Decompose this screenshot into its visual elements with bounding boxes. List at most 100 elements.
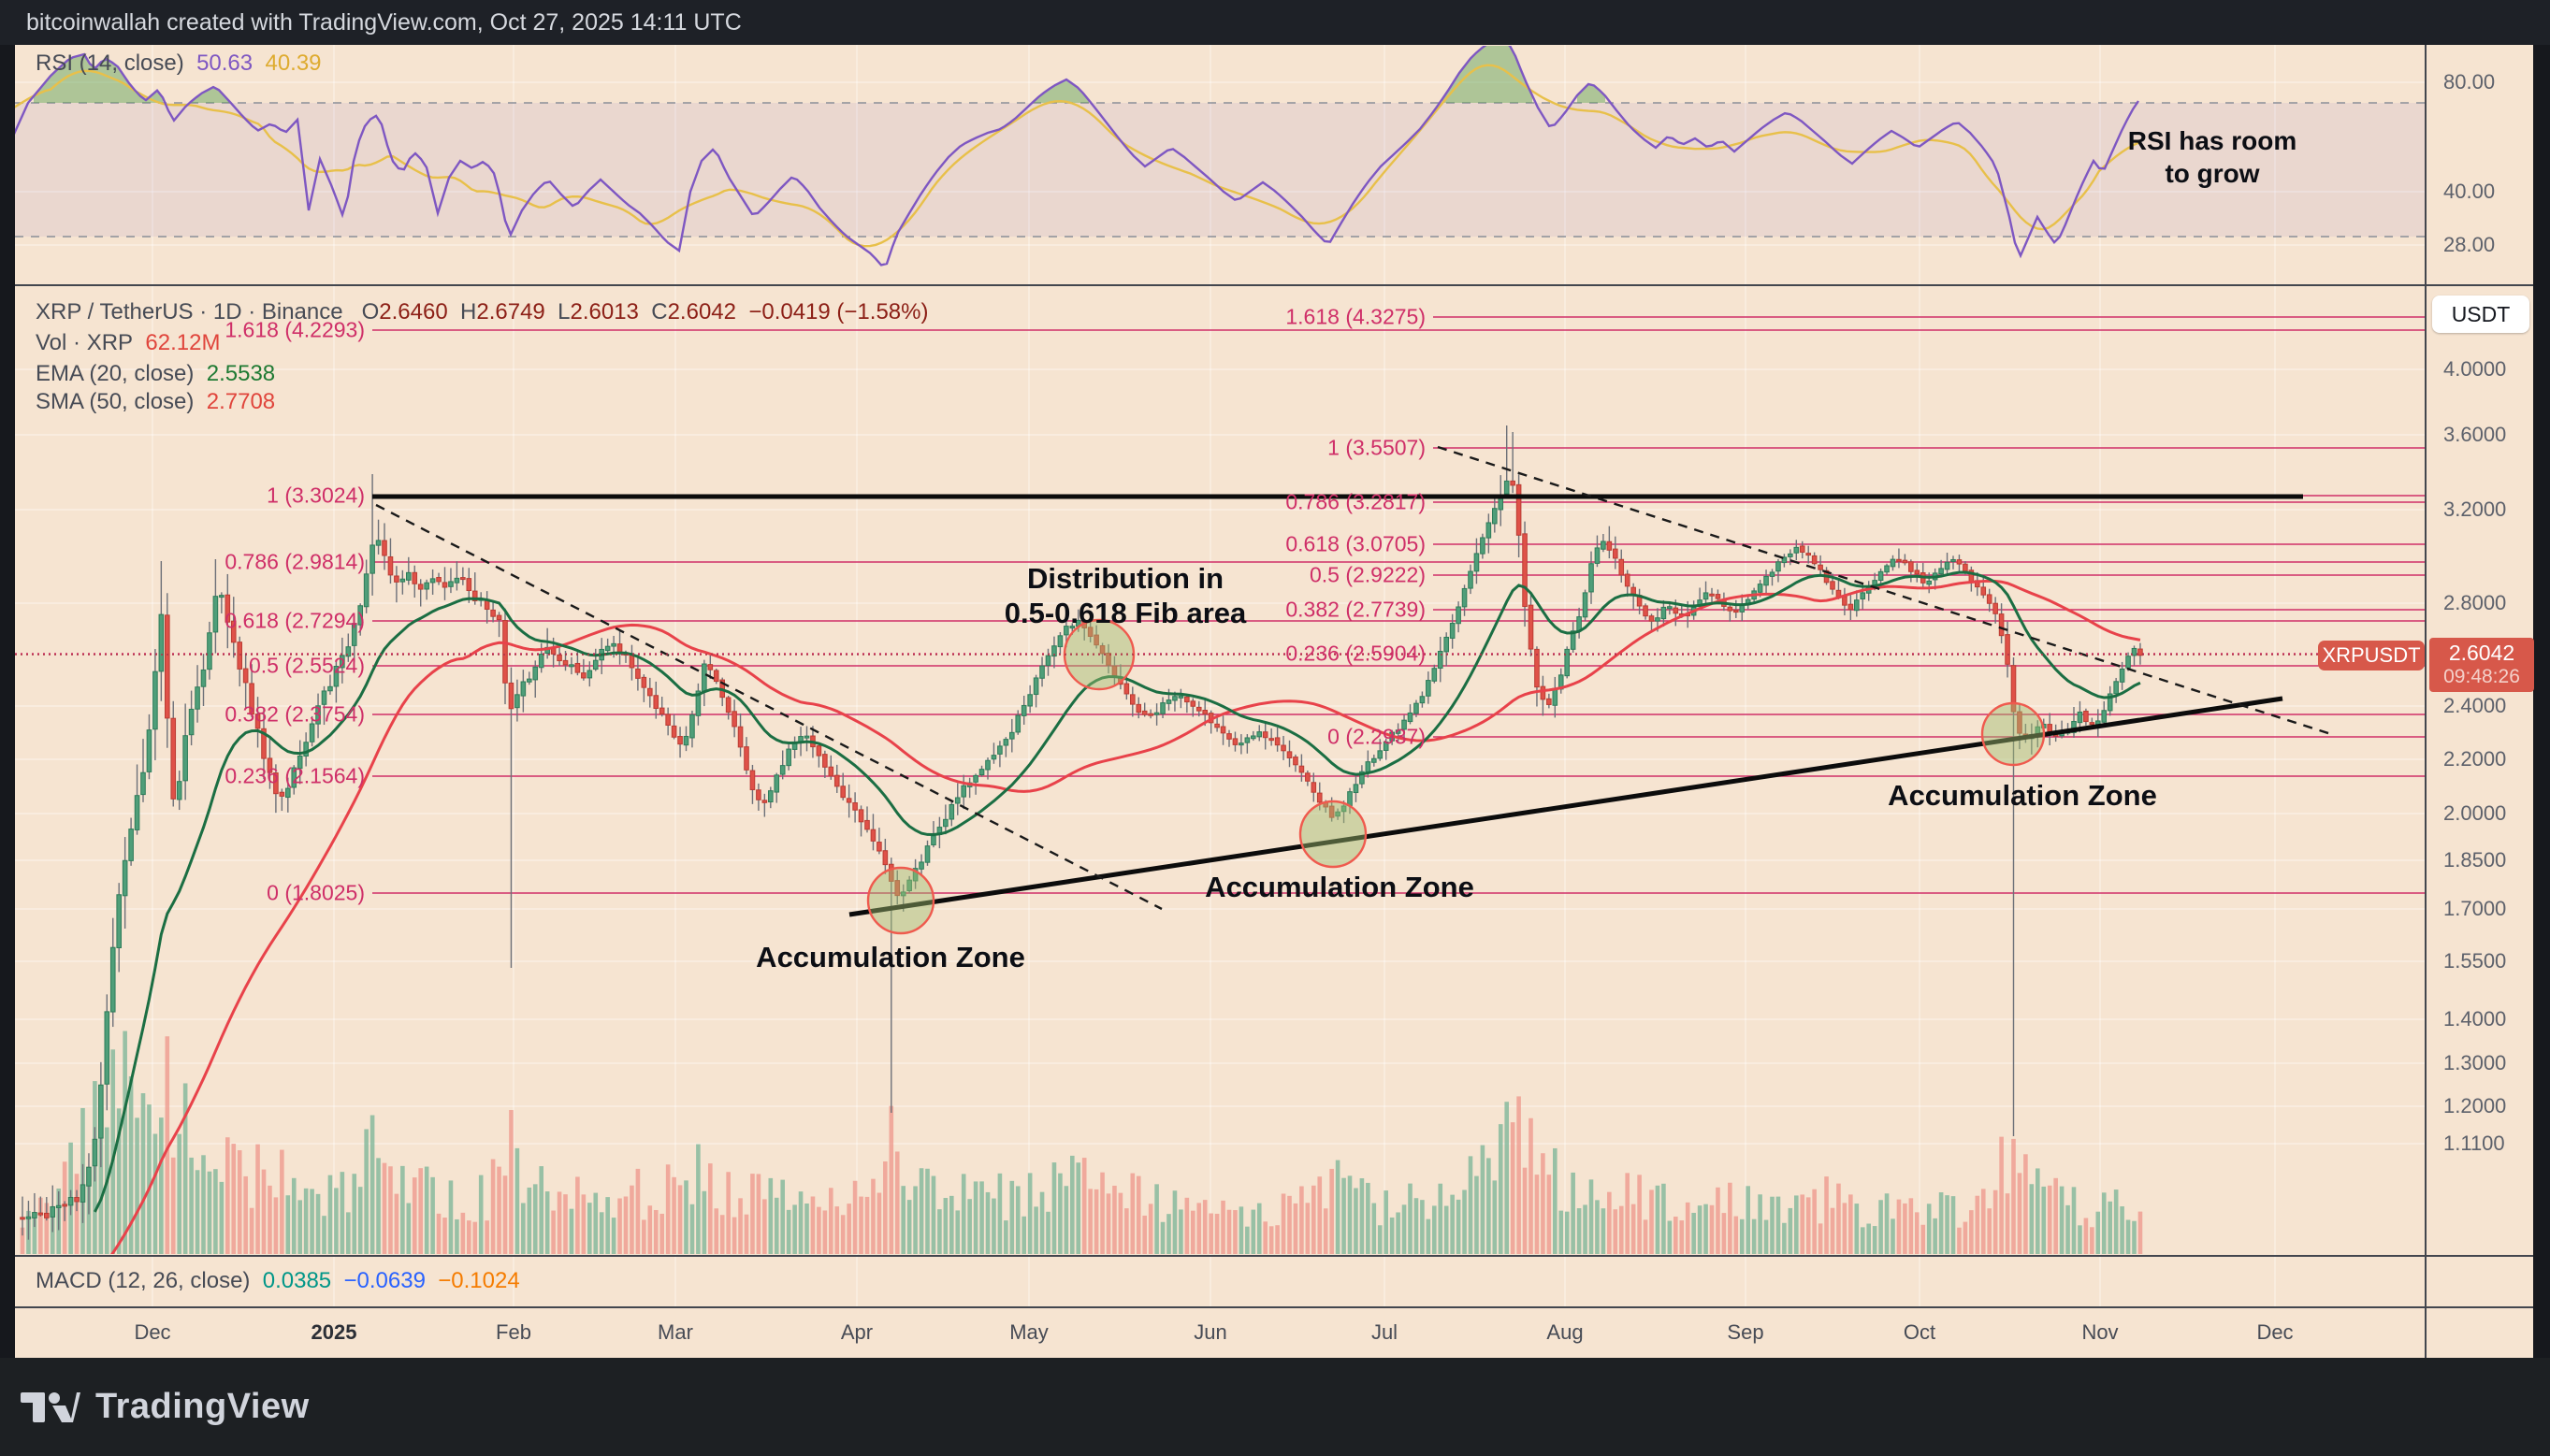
symbol-title: XRP / TetherUS · 1D · Binance: [36, 299, 343, 324]
macd-legend[interactable]: MACD (12, 26, close) 0.0385 −0.0639 −0.1…: [36, 1268, 520, 1294]
price-axis-tick: 1.3000: [2443, 1051, 2507, 1074]
highlight-circle: [1298, 800, 1368, 869]
symbol-legend[interactable]: XRP / TetherUS · 1D · Binance O2.6460 H2…: [36, 299, 928, 325]
rsi-ma-value: 40.39: [265, 50, 322, 76]
fib-left-label: 0 (1.8025): [267, 880, 365, 905]
fib-left-label: 1 (3.3024): [267, 483, 365, 508]
fib-left-label: 1.618 (4.2293): [225, 317, 365, 342]
price-axis-tick: 2.8000: [2443, 591, 2507, 614]
bar-countdown: 09:48:26: [2443, 666, 2520, 687]
rsi-overbought-fill: [191, 87, 230, 103]
price-axis-tick: 4.0000: [2443, 357, 2507, 381]
fib-left-label: 0.786 (2.9814): [225, 549, 365, 574]
macd-hist-value: −0.1024: [438, 1268, 520, 1293]
price-axis-tick: 2.2000: [2443, 747, 2507, 771]
price-axis-tick: 1.2000: [2443, 1094, 2507, 1117]
time-axis-label: Sep: [1727, 1320, 1764, 1344]
pane-separators: [15, 45, 2533, 1358]
price-line-symbol-tag: XRPUSDT: [2318, 641, 2425, 670]
time-axis-label: Dec: [2256, 1320, 2294, 1344]
sma-label: SMA (50, close): [36, 389, 195, 414]
sma-50-line: [110, 579, 2141, 1254]
ema-legend[interactable]: EMA (20, close) 2.5538: [36, 361, 275, 387]
rsi-pane: [15, 46, 2426, 267]
time-axis-label: Aug: [1546, 1320, 1584, 1344]
rsi-value: 50.63: [196, 50, 254, 76]
watermark-bar: bitcoinwallah created with TradingView.c…: [0, 0, 2550, 45]
ohlc-high-label: H: [460, 299, 477, 324]
macd-label: MACD (12, 26, close): [36, 1268, 251, 1293]
time-axis-label: Mar: [658, 1320, 693, 1344]
rsi-axis-tick: 28.00: [2443, 233, 2496, 256]
annotation-rsi-room: RSI has room to grow: [2127, 126, 2297, 188]
gridlines: [15, 45, 2426, 1307]
last-price-tag: 2.6042 09:48:26: [2429, 638, 2534, 692]
tradingview-logo[interactable]: TradingView: [21, 1387, 310, 1427]
price-axis-tick: 1.1100: [2443, 1132, 2505, 1155]
fib-right-label: 1.618 (4.3275): [1285, 304, 1426, 329]
highlight-circle: [866, 866, 935, 935]
rsi-axis-tick: 80.00: [2443, 70, 2496, 94]
sma-value: 2.7708: [206, 389, 276, 414]
price-axis-tick: 3.2000: [2443, 497, 2507, 521]
rsi-overbought-fill: [1442, 46, 1532, 103]
annotation-accumulation-1: Accumulation Zone: [756, 941, 1025, 973]
fib-right-label: 0.5 (2.9222): [1309, 562, 1426, 587]
rsi-ma-line: [15, 64, 2139, 248]
volume-bars: [20, 1031, 2143, 1254]
ohlc-high: 2.6749: [476, 299, 545, 324]
macd-signal-value: −0.0639: [343, 1268, 426, 1293]
time-axis-label: Nov: [2081, 1320, 2119, 1344]
fib-left-label: 0.236 (2.1564): [225, 763, 365, 788]
annotation-accumulation-2: Accumulation Zone: [1205, 871, 1474, 903]
time-axis-label: Oct: [1903, 1320, 1936, 1344]
fib-right-label: 0 (2.2937): [1327, 724, 1426, 749]
change-value: −0.0419 (−1.58%): [748, 299, 929, 324]
price-axis-tick: 1.5500: [2443, 949, 2507, 973]
rsi-legend-label: RSI (14, close): [36, 50, 184, 76]
rsi-overbought-fill: [1033, 79, 1089, 103]
price-axis-tick: 1.8500: [2443, 848, 2507, 872]
rsi-axis-tick: 40.00: [2443, 180, 2496, 203]
ohlc-close: 2.6042: [667, 299, 736, 324]
fib-left-label: 0.5 (2.5524): [248, 653, 365, 678]
annotation-distribution: Distribution in 0.5-0.618 Fib area: [1004, 562, 1247, 629]
price-axis-tick: 2.4000: [2443, 694, 2507, 717]
time-axis-label: Feb: [496, 1320, 531, 1344]
volume-label: Vol · XRP: [36, 330, 134, 355]
rsi-overbought-fill: [34, 54, 163, 103]
volume-legend[interactable]: Vol · XRP 62.12M: [36, 330, 220, 356]
sma-legend[interactable]: SMA (50, close) 2.7708: [36, 389, 275, 415]
volume-value: 62.12M: [145, 330, 221, 355]
highlight-circle: [1980, 701, 2046, 767]
price-axis-tick: 3.6000: [2443, 423, 2507, 446]
time-axis-label: 2025: [311, 1320, 357, 1344]
ohlc-open: 2.6460: [379, 299, 448, 324]
rsi-legend[interactable]: RSI (14, close) 50.63 40.39: [36, 50, 322, 77]
price-axis-tick: 1.4000: [2443, 1007, 2507, 1031]
ema-label: EMA (20, close): [36, 361, 195, 386]
macd-value: 0.0385: [262, 1268, 332, 1293]
footer-bar: TradingView: [0, 1358, 2550, 1456]
fib-right-label: 0.382 (2.7739): [1285, 597, 1426, 622]
currency-toggle-button[interactable]: USDT: [2432, 296, 2529, 333]
rsi-overbought-fill: [1577, 84, 1605, 103]
fib-right-label: 1 (3.5507): [1327, 435, 1426, 460]
fib-right-label: 0.786 (3.2817): [1285, 489, 1426, 514]
ohlc-low: 2.6013: [570, 299, 639, 324]
price-axis-tick: 1.7000: [2443, 897, 2507, 920]
time-axis-label: Apr: [840, 1320, 874, 1344]
time-axis-label: Dec: [134, 1320, 171, 1344]
time-axis-label: Jun: [1194, 1320, 1227, 1344]
fib-right-label: 0.236 (2.5904): [1285, 641, 1426, 666]
fib-left-label: 0.382 (2.3754): [225, 701, 365, 727]
time-axis-label: May: [1009, 1320, 1049, 1344]
last-price-value: 2.6042: [2448, 641, 2515, 665]
time-axis-label: Jul: [1370, 1320, 1398, 1344]
fib-right-label: 0.618 (3.0705): [1285, 531, 1426, 556]
ohlc-open-label: O: [361, 299, 380, 324]
ohlc-close-label: C: [651, 299, 668, 324]
watermark-text: bitcoinwallah created with TradingView.c…: [26, 8, 742, 36]
annotation-accumulation-3: Accumulation Zone: [1888, 779, 2157, 812]
